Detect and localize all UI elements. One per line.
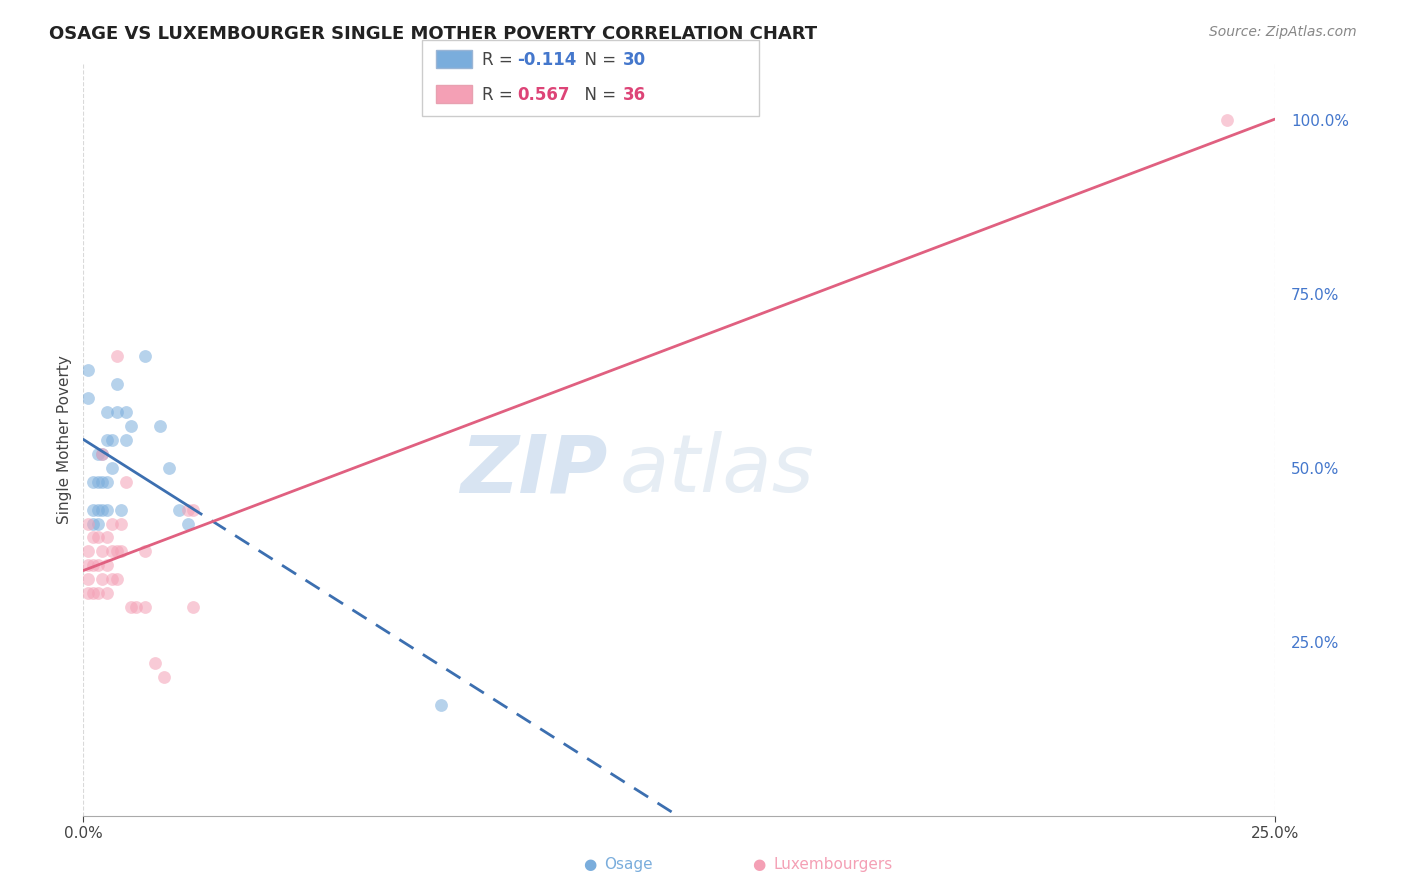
Text: N =: N = [574, 51, 621, 69]
Point [96, 433, 118, 447]
Point [86, 502, 108, 516]
Point [82, 558, 104, 573]
Point [86, 586, 108, 600]
Point [110, 544, 132, 558]
Point [105, 544, 128, 558]
Point [148, 419, 170, 434]
Text: ZIP: ZIP [460, 431, 607, 509]
Point [77, 363, 100, 377]
Point [91, 544, 114, 558]
Point [77, 572, 100, 586]
Point [86, 558, 108, 573]
Point [82, 502, 104, 516]
Text: Osage: Osage [605, 857, 654, 871]
Point [91, 475, 114, 489]
Point [91, 447, 114, 461]
Point [96, 502, 118, 516]
Point [96, 531, 118, 545]
Text: OSAGE VS LUXEMBOURGER SINGLE MOTHER POVERTY CORRELATION CHART: OSAGE VS LUXEMBOURGER SINGLE MOTHER POVE… [49, 25, 817, 43]
Point [101, 572, 124, 586]
Point [101, 433, 124, 447]
Point [77, 586, 100, 600]
Point [96, 586, 118, 600]
Point [429, 698, 451, 712]
Point [77, 516, 100, 531]
Point [125, 600, 148, 615]
Point [105, 572, 128, 586]
Point [86, 516, 108, 531]
Text: -0.114: -0.114 [517, 51, 576, 69]
Point [177, 502, 200, 516]
Point [177, 516, 200, 531]
Point [77, 558, 100, 573]
Point [1216, 112, 1239, 127]
Text: Source: ZipAtlas.com: Source: ZipAtlas.com [1209, 25, 1357, 39]
Point [105, 377, 128, 392]
Point [101, 516, 124, 531]
Y-axis label: Single Mother Poverty: Single Mother Poverty [58, 356, 72, 524]
Text: ●: ● [752, 857, 765, 871]
Point [105, 405, 128, 419]
Point [77, 391, 100, 405]
Point [82, 531, 104, 545]
Point [110, 502, 132, 516]
Point [110, 516, 132, 531]
Point [91, 502, 114, 516]
Point [134, 544, 156, 558]
Point [134, 600, 156, 615]
Point [115, 433, 138, 447]
Point [77, 544, 100, 558]
Text: R =: R = [482, 86, 519, 103]
Text: ●: ● [583, 857, 596, 871]
Point [86, 531, 108, 545]
Point [134, 350, 156, 364]
Point [181, 600, 204, 615]
Point [91, 447, 114, 461]
Point [82, 586, 104, 600]
Point [143, 656, 166, 670]
Point [167, 502, 190, 516]
Point [181, 502, 204, 516]
Point [157, 460, 180, 475]
Point [101, 544, 124, 558]
Text: N =: N = [574, 86, 621, 103]
Point [86, 447, 108, 461]
Point [96, 558, 118, 573]
Text: Luxembourgers: Luxembourgers [773, 857, 893, 871]
Text: atlas: atlas [620, 431, 814, 509]
Point [96, 475, 118, 489]
Text: 36: 36 [623, 86, 645, 103]
Point [115, 405, 138, 419]
Point [153, 670, 176, 684]
Point [86, 475, 108, 489]
Point [91, 572, 114, 586]
Point [115, 475, 138, 489]
Text: 0.567: 0.567 [517, 86, 569, 103]
Point [120, 600, 142, 615]
Point [96, 405, 118, 419]
Point [120, 419, 142, 434]
Text: R =: R = [482, 51, 519, 69]
Point [101, 460, 124, 475]
Text: 30: 30 [623, 51, 645, 69]
Point [82, 475, 104, 489]
Point [82, 516, 104, 531]
Point [105, 350, 128, 364]
